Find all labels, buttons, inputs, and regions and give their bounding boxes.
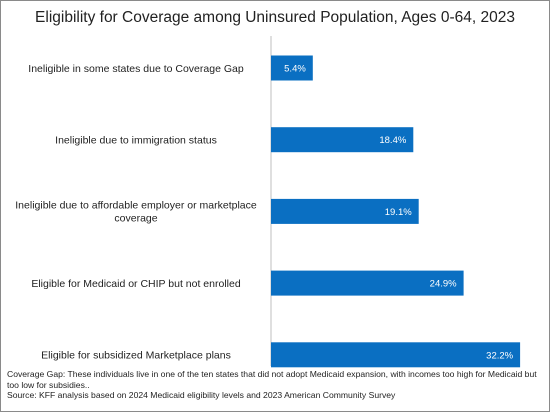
coverage-gap-note: Coverage Gap: These individuals live in … bbox=[7, 369, 537, 390]
data-label-ineligible-due-to-immigration-status: 18.4% bbox=[379, 135, 406, 146]
category-label-ineligible-in-some-states-due-to-coverage-gap: Ineligible in some states due to Coverag… bbox=[28, 63, 244, 75]
bar-series: 5.4% Ineligible in some states due to Cov… bbox=[15, 55, 521, 368]
bar-eligible-for-medicaid-or-chip-but-not-enrolled bbox=[271, 270, 464, 296]
category-label-ineligible-due-to-immigration-status: Ineligible due to immigration status bbox=[55, 135, 217, 147]
category-label-ineligible-due-to-affordable-employer-or-marketplace-coverage: Ineligible due to affordable employer or… bbox=[15, 200, 257, 225]
bar-ineligible-in-some-states-due-to-coverage-gap bbox=[271, 55, 313, 81]
bar-eligible-for-subsidized-marketplace-plans bbox=[271, 342, 521, 368]
bar-ineligible-due-to-affordable-employer-or-marketplace-coverage bbox=[271, 198, 419, 224]
chart-title: Eligibility for Coverage among Uninsured… bbox=[35, 9, 515, 26]
category-label-eligible-for-subsidized-marketplace-plans: Eligible for subsidized Marketplace plan… bbox=[41, 350, 231, 362]
data-label-ineligible-due-to-affordable-employer-or-marketplace-coverage: 19.1% bbox=[385, 207, 412, 218]
bar-ineligible-due-to-immigration-status bbox=[271, 127, 414, 153]
data-label-eligible-for-medicaid-or-chip-but-not-enrolled: 24.9% bbox=[430, 279, 457, 290]
data-label-ineligible-in-some-states-due-to-coverage-gap: 5.4% bbox=[284, 64, 306, 75]
chart-notes: Coverage Gap: These individuals live in … bbox=[7, 369, 545, 401]
source-note: Source: KFF analysis based on 2024 Medic… bbox=[7, 390, 396, 401]
data-label-eligible-for-subsidized-marketplace-plans: 32.2% bbox=[486, 350, 513, 361]
category-label-eligible-for-medicaid-or-chip-but-not-enrolled: Eligible for Medicaid or CHIP but not en… bbox=[31, 278, 240, 290]
